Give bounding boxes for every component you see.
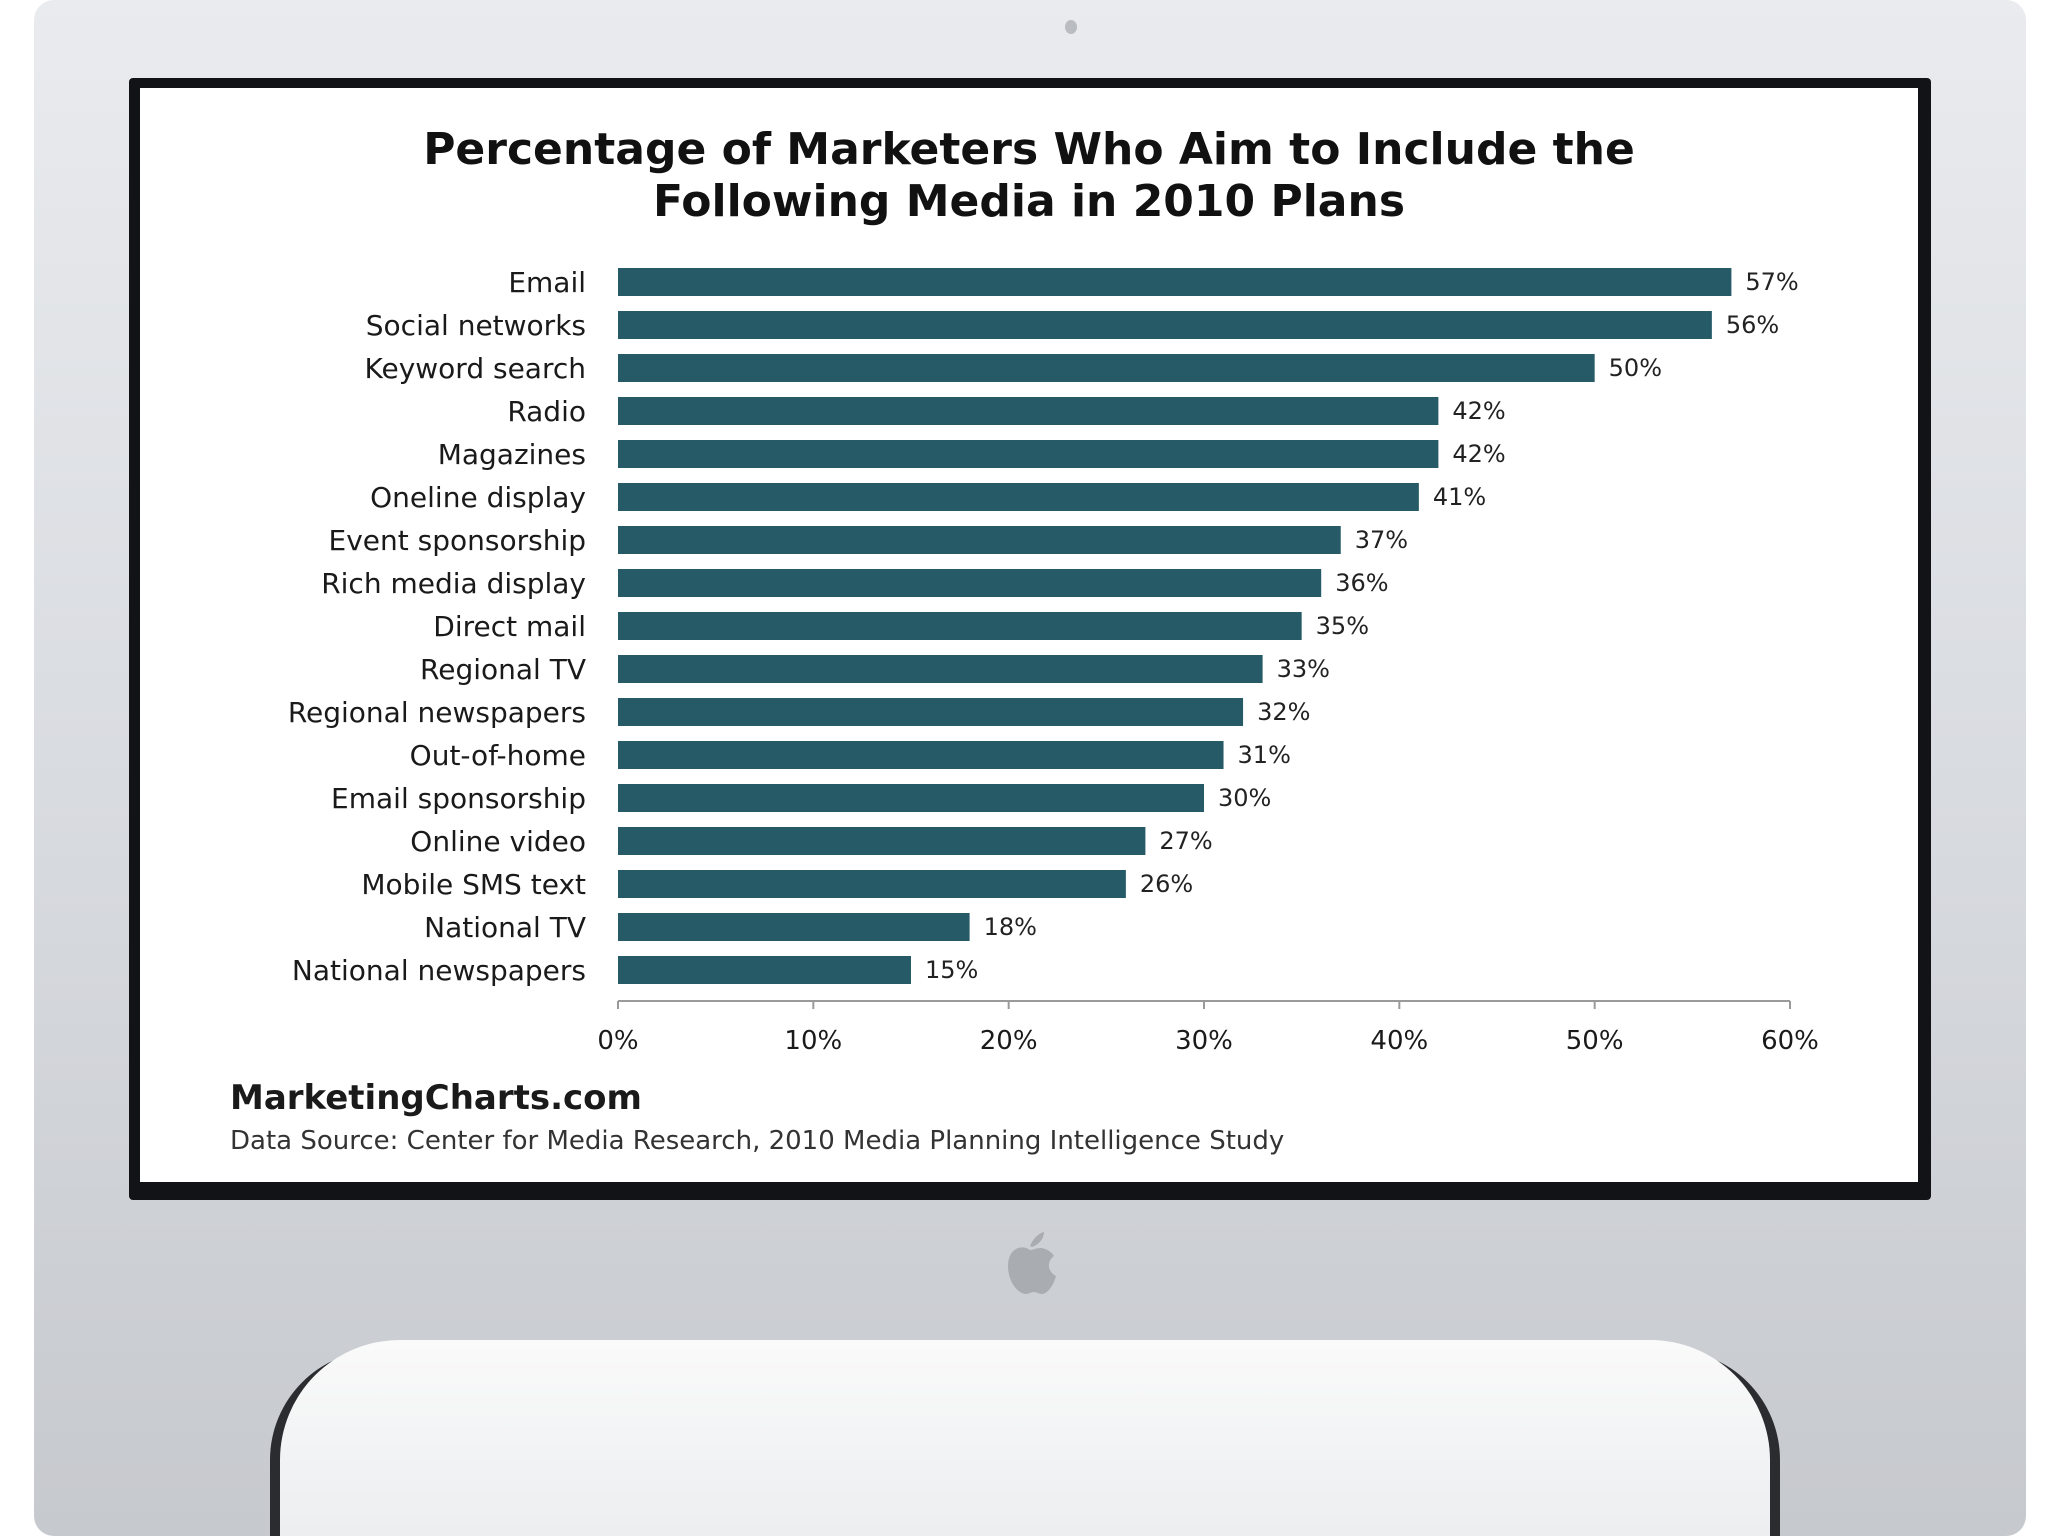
- category-label: Magazines: [438, 438, 586, 471]
- chart-title-line-1: Percentage of Marketers Who Aim to Inclu…: [423, 124, 1635, 175]
- category-label: Out-of-home: [410, 739, 586, 772]
- value-label: 42%: [1452, 397, 1505, 425]
- apple-logo-icon: [1008, 1232, 1056, 1294]
- category-label: Rich media display: [321, 567, 586, 600]
- value-label: 15%: [925, 956, 978, 984]
- value-label: 42%: [1452, 440, 1505, 468]
- bar: [618, 655, 1263, 683]
- bar: [618, 397, 1439, 425]
- category-label: National newspapers: [292, 954, 586, 987]
- category-label: Oneline display: [370, 481, 586, 514]
- category-label: Event sponsorship: [329, 524, 586, 557]
- bar-chart: Email 57% Social networks 56% Keyword search…: [288, 266, 1819, 1056]
- category-label: Online video: [410, 825, 586, 858]
- screen: Percentage of Marketers Who Aim to Inclu…: [140, 88, 1918, 1182]
- bar: [618, 870, 1126, 898]
- x-tick-label: 50%: [1566, 1026, 1624, 1056]
- bar: [618, 784, 1204, 812]
- category-label: Mobile SMS text: [361, 868, 586, 901]
- category-label: Direct mail: [433, 610, 586, 643]
- x-tick-label: 40%: [1370, 1026, 1428, 1056]
- bar: [618, 956, 911, 984]
- value-label: 35%: [1316, 612, 1369, 640]
- value-label: 57%: [1745, 268, 1798, 296]
- x-tick-label: 60%: [1761, 1026, 1819, 1056]
- bar: [618, 526, 1341, 554]
- camera-icon: [1065, 20, 1077, 34]
- bar: [618, 741, 1224, 769]
- bar: [618, 612, 1302, 640]
- category-label: Keyword search: [365, 352, 587, 385]
- category-label: Email: [508, 266, 586, 299]
- x-tick-label: 30%: [1175, 1026, 1233, 1056]
- bar: [618, 354, 1595, 382]
- chart-title: Percentage of Marketers Who Aim to Inclu…: [140, 124, 1918, 228]
- category-label: Radio: [507, 395, 586, 428]
- bar: [618, 698, 1244, 726]
- value-label: 26%: [1140, 870, 1193, 898]
- value-label: 31%: [1238, 741, 1291, 769]
- chart-title-line-2: Following Media in 2010 Plans: [652, 176, 1406, 227]
- value-label: 33%: [1277, 655, 1330, 683]
- value-label: 56%: [1726, 311, 1779, 339]
- bar: [618, 827, 1146, 855]
- value-label: 36%: [1335, 569, 1388, 597]
- category-label: Regional newspapers: [288, 696, 586, 729]
- value-label: 32%: [1257, 698, 1310, 726]
- value-label: 27%: [1159, 827, 1212, 855]
- x-tick-label: 20%: [980, 1026, 1038, 1056]
- value-label: 50%: [1609, 354, 1662, 382]
- bar: [618, 483, 1419, 511]
- bar: [618, 569, 1322, 597]
- category-label: National TV: [424, 911, 586, 944]
- brand-name: MarketingCharts.com: [230, 1078, 642, 1118]
- x-tick-label: 10%: [784, 1026, 842, 1056]
- bar: [618, 913, 970, 941]
- data-source: Data Source: Center for Media Research, …: [230, 1126, 1285, 1156]
- bar: [618, 440, 1439, 468]
- x-tick-label: 0%: [597, 1026, 638, 1056]
- category-label: Social networks: [366, 309, 586, 342]
- category-label: Email sponsorship: [331, 782, 586, 815]
- value-label: 37%: [1355, 526, 1408, 554]
- value-label: 41%: [1433, 483, 1486, 511]
- value-label: 18%: [984, 913, 1037, 941]
- monitor-stand: [280, 1340, 1770, 1536]
- bar: [618, 268, 1732, 296]
- category-label: Regional TV: [420, 653, 586, 686]
- bar: [618, 311, 1712, 339]
- value-label: 30%: [1218, 784, 1271, 812]
